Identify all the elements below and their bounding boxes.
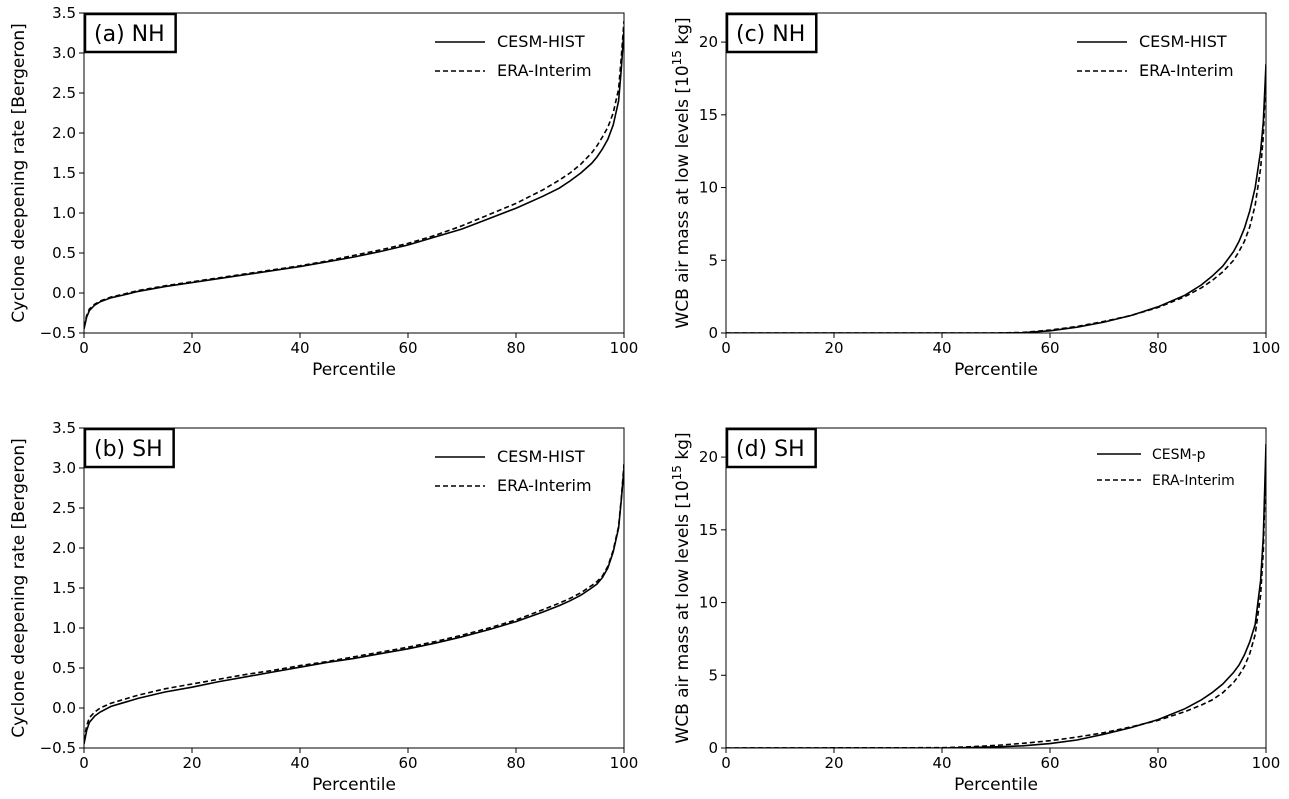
y-tick-label: 3.0: [52, 459, 76, 477]
x-tick-label: 40: [290, 754, 309, 772]
x-tick-label: 60: [398, 754, 417, 772]
x-tick-label: 80: [506, 339, 525, 357]
x-tick-label: 0: [79, 339, 89, 357]
y-tick-label: 0.5: [52, 244, 76, 262]
y-tick-label: 2.5: [52, 499, 76, 517]
y-tick-label: −0.5: [40, 739, 76, 757]
panel-label-box: [725, 12, 818, 54]
y-tick-label: 1.5: [52, 579, 76, 597]
x-tick-label: 60: [398, 339, 417, 357]
y-tick-label: 1.0: [52, 204, 76, 222]
y-tick-label: 1.5: [52, 164, 76, 182]
panel-b: 0 20 40 60 80 100 −0.5 0.0 0.5 1.0 1.5 2.0 2.5 3.0 3.5…: [9, 419, 638, 795]
legend-entry-label: ERA-Interim: [497, 476, 592, 495]
x-tick-label: 20: [824, 339, 843, 357]
x-tick-label: 40: [932, 754, 951, 772]
x-tick-label: 100: [610, 754, 639, 772]
series-line-era-interim: [726, 457, 1266, 748]
legend-entry-label: CESM-HIST: [1139, 32, 1227, 51]
y-tick-label: 20: [699, 448, 718, 466]
panel-label-text: (b) SH: [94, 437, 163, 462]
series-line-cesm-hist: [84, 467, 624, 745]
panel-label: (a) NH: [83, 12, 177, 54]
panel-label: (b) SH: [83, 427, 175, 469]
x-tick-label: 0: [79, 754, 89, 772]
y-tick-label: 0: [708, 324, 718, 342]
y-tick-label: 2.0: [52, 124, 76, 142]
y-tick-label: 2.0: [52, 539, 76, 557]
y-tick-label: 0: [708, 739, 718, 757]
y-axis-title: Cyclone deepening rate [Bergeron]: [9, 23, 29, 323]
panel-label-text: (c) NH: [736, 22, 805, 47]
x-tick-label: 0: [721, 339, 731, 357]
y-tick-label: 10: [699, 179, 718, 197]
legend-entry-label: CESM-HIST: [497, 447, 585, 466]
x-tick-label: 100: [610, 339, 639, 357]
series-line-era-interim: [84, 20, 624, 327]
panel-label-text: (d) SH: [736, 437, 805, 462]
y-tick-label: 15: [699, 521, 718, 539]
x-tick-label: 80: [1148, 754, 1167, 772]
y-tick-label: −0.5: [40, 324, 76, 342]
y-tick-label: 2.5: [52, 84, 76, 102]
panel-label-text: (a) NH: [94, 22, 165, 47]
y-tick-label: 5: [708, 251, 718, 269]
y-axis-title: WCB air mass at low levels [1015 kg]: [670, 17, 693, 328]
x-tick-label: 100: [1252, 339, 1281, 357]
x-tick-label: 40: [290, 339, 309, 357]
x-tick-label: 20: [824, 754, 843, 772]
legend: CESM-HIST ERA-Interim: [1077, 32, 1234, 80]
y-tick-label: 10: [699, 594, 718, 612]
legend: CESM-p ERA-Interim: [1097, 447, 1235, 489]
x-axis-title: Percentile: [312, 360, 396, 380]
x-tick-label: 60: [1040, 339, 1059, 357]
y-tick-label: 0.0: [52, 284, 76, 302]
legend-entry-label: CESM-HIST: [497, 32, 585, 51]
legend-entry-label: CESM-p: [1152, 447, 1206, 463]
legend: CESM-HIST ERA-Interim: [435, 32, 592, 80]
panel-a: 0 20 40 60 80 100 −0.5 0.0 0.5 1.0 1.5 2.0 2.5 3.0 3.5…: [9, 4, 638, 380]
legend-entry-label: ERA-Interim: [497, 61, 592, 80]
plot-frame: [725, 427, 1267, 749]
series-line-era-interim: [84, 463, 624, 741]
x-tick-label: 80: [506, 754, 525, 772]
series-line-era-interim: [726, 71, 1266, 333]
x-tick-label: 80: [1148, 339, 1167, 357]
panel-c: 0 20 40 60 80 100 0 5 10 15 20 Percentile WCB air ma…: [670, 12, 1281, 380]
x-tick-label: 20: [182, 339, 201, 357]
y-tick-label: 3.5: [52, 4, 76, 22]
panel-label-box: [83, 12, 177, 54]
panel-label-box: [725, 427, 817, 469]
legend-entry-label: ERA-Interim: [1152, 473, 1235, 489]
x-axis-title: Percentile: [312, 775, 396, 795]
x-tick-label: 20: [182, 754, 201, 772]
y-tick-label: 0.5: [52, 659, 76, 677]
x-tick-label: 60: [1040, 754, 1059, 772]
y-axis-title: Cyclone deepening rate [Bergeron]: [9, 438, 29, 738]
legend-entry-label: ERA-Interim: [1139, 61, 1234, 80]
x-axis-title: Percentile: [954, 775, 1038, 795]
panel-label-box: [83, 427, 175, 469]
y-tick-label: 0.0: [52, 699, 76, 717]
y-tick-label: 3.5: [52, 419, 76, 437]
y-tick-label: 5: [708, 666, 718, 684]
series-line-cesm-hist: [726, 63, 1266, 333]
x-axis-title: Percentile: [954, 360, 1038, 380]
x-tick-label: 40: [932, 339, 951, 357]
panel-d: 0 20 40 60 80 100 0 5 10 15 20 Percentile WCB air ma…: [670, 427, 1281, 795]
panel-label: (d) SH: [725, 427, 817, 469]
y-axis-title: WCB air mass at low levels [1015 kg]: [670, 432, 693, 743]
y-tick-label: 15: [699, 106, 718, 124]
x-tick-label: 100: [1252, 754, 1281, 772]
y-tick-label: 1.0: [52, 619, 76, 637]
series-line-cesm-p: [726, 443, 1266, 748]
legend: CESM-HIST ERA-Interim: [435, 447, 592, 495]
panel-label: (c) NH: [725, 12, 818, 54]
x-tick-label: 0: [721, 754, 731, 772]
y-tick-label: 20: [699, 33, 718, 51]
y-tick-label: 3.0: [52, 44, 76, 62]
